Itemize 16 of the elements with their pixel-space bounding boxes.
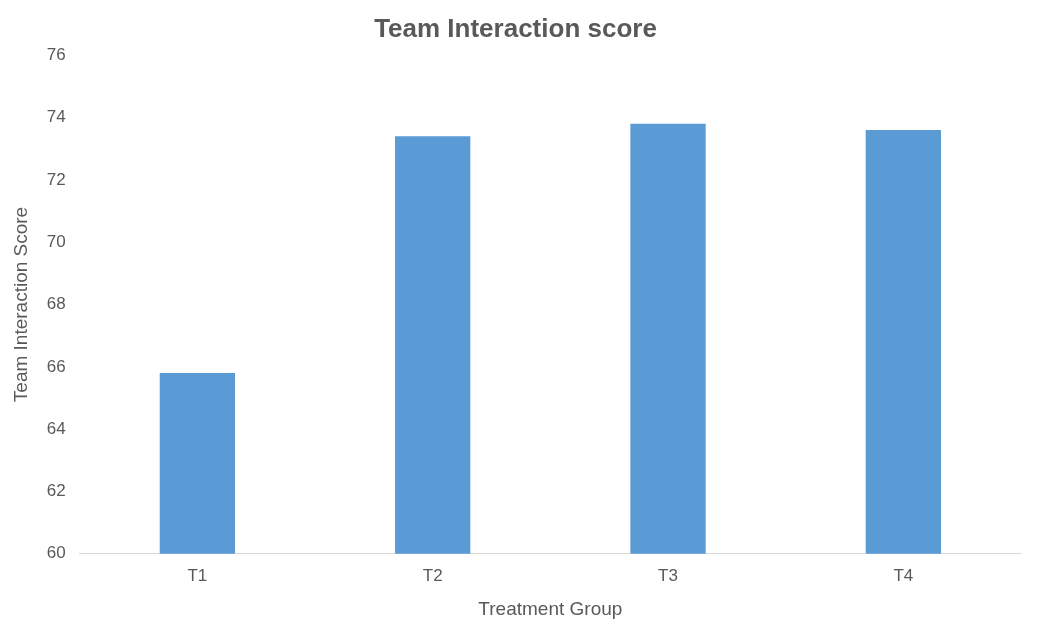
y-tick-label: 76	[46, 44, 66, 64]
y-tick-label: 70	[46, 231, 66, 251]
y-tick-label: 64	[46, 418, 66, 438]
x-tick-label: T2	[422, 565, 443, 585]
y-tick-label: 66	[46, 356, 66, 376]
x-axis-title: Treatment Group	[478, 597, 623, 619]
y-tick-label: 68	[46, 294, 66, 314]
x-tick-label: T1	[187, 565, 208, 585]
y-axis-title: Team Interaction Score	[9, 206, 31, 403]
y-tick-label: 60	[46, 543, 66, 563]
y-tick-label: 62	[46, 481, 66, 501]
y-tick-label: 72	[46, 169, 66, 189]
y-tick-label: 74	[46, 107, 66, 127]
x-tick-label: T4	[893, 565, 914, 585]
chart-title: Team Interaction score	[374, 12, 657, 43]
x-tick-label: T3	[658, 565, 678, 585]
